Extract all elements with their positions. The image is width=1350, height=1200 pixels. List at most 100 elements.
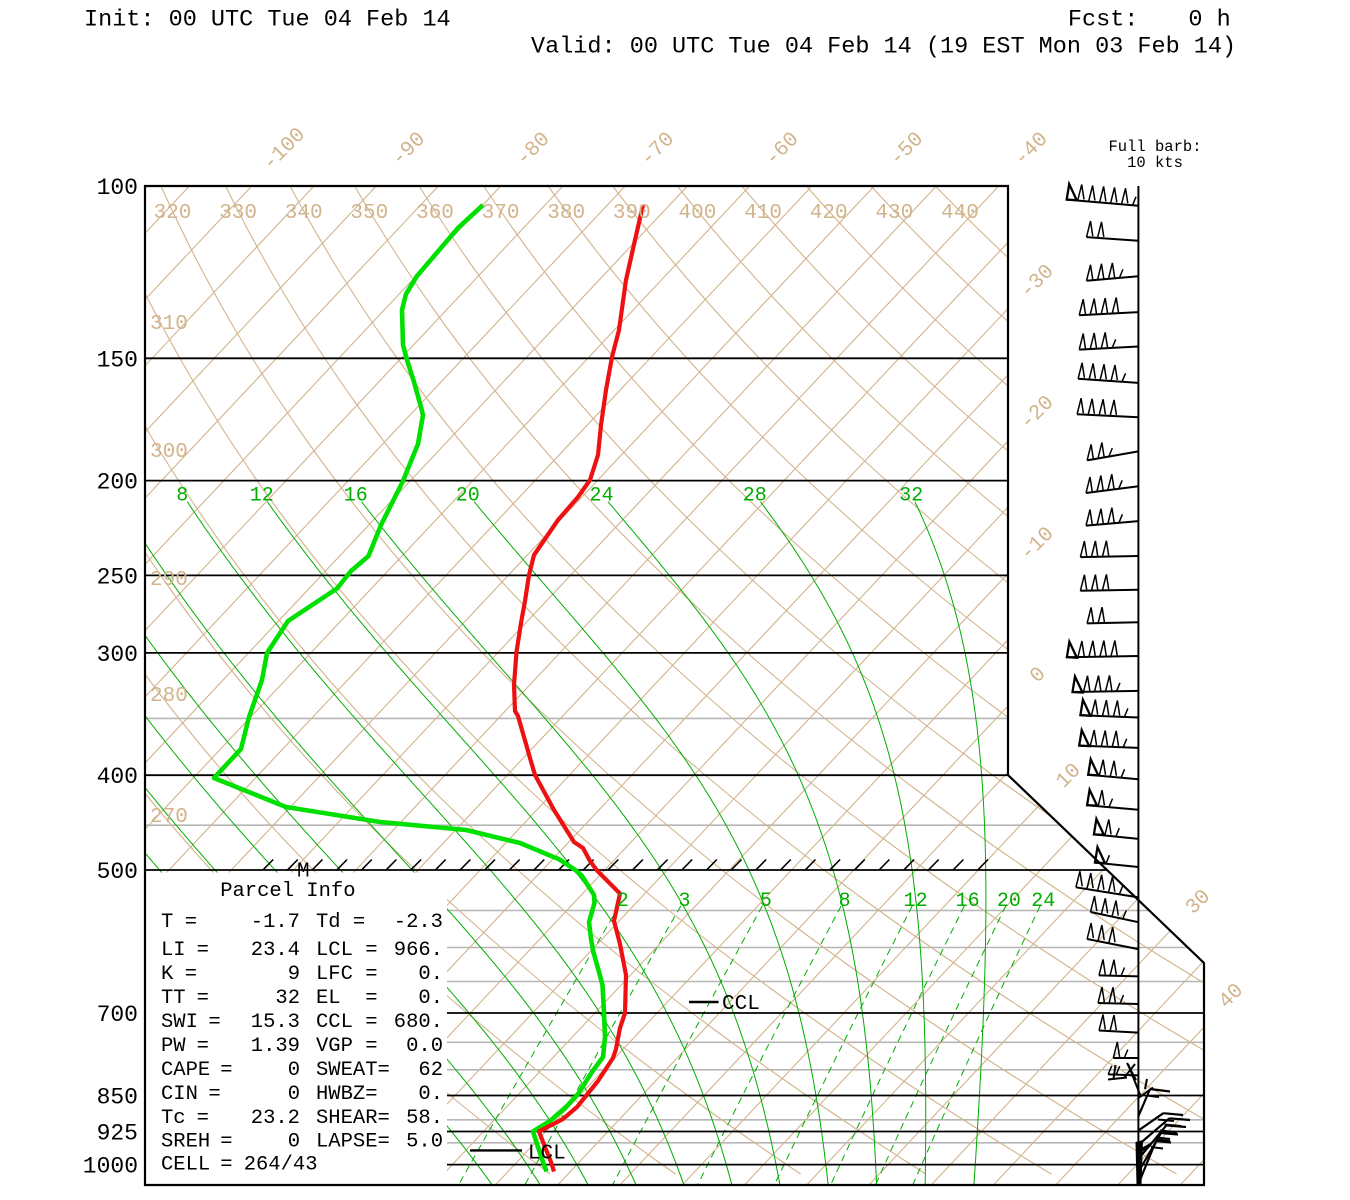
svg-text:CELL: CELL xyxy=(161,1154,210,1177)
svg-text:23.4: 23.4 xyxy=(251,939,300,962)
svg-text:0 h: 0 h xyxy=(1188,7,1230,34)
svg-text:925: 925 xyxy=(97,1121,138,1147)
svg-text:-1.7: -1.7 xyxy=(251,911,300,934)
svg-text:5: 5 xyxy=(760,890,772,913)
svg-text:LCL: LCL xyxy=(528,1143,566,1166)
svg-text:TT: TT xyxy=(161,987,186,1010)
svg-text:58.: 58. xyxy=(406,1107,443,1130)
svg-text:Full barb:: Full barb: xyxy=(1108,138,1201,156)
svg-text:9: 9 xyxy=(288,963,300,986)
svg-text:CIN: CIN xyxy=(161,1083,198,1106)
svg-text:LAPSE=: LAPSE= xyxy=(316,1130,390,1153)
svg-text:28: 28 xyxy=(743,485,767,508)
svg-text:LCL =: LCL = xyxy=(316,939,378,962)
svg-text:0.: 0. xyxy=(418,963,443,986)
svg-text:500: 500 xyxy=(97,859,138,885)
svg-text:8: 8 xyxy=(176,485,188,508)
svg-text:32: 32 xyxy=(275,987,300,1010)
svg-text:440: 440 xyxy=(941,202,979,225)
svg-text:=: = xyxy=(220,1059,232,1082)
svg-text:=: = xyxy=(185,911,197,934)
svg-text:HWBZ=: HWBZ= xyxy=(316,1083,378,1106)
svg-text:0.: 0. xyxy=(418,1083,443,1106)
svg-text:15.3: 15.3 xyxy=(251,1011,300,1034)
svg-text:SREH: SREH xyxy=(161,1130,210,1153)
svg-text:Init: 00 UTC Tue 04 Feb 14: Init: 00 UTC Tue 04 Feb 14 xyxy=(84,7,451,34)
svg-text:=: = xyxy=(208,1083,220,1106)
svg-text:20: 20 xyxy=(997,890,1021,913)
svg-text:SWI: SWI xyxy=(161,1011,198,1034)
svg-text:62: 62 xyxy=(418,1059,443,1082)
svg-text:264/43: 264/43 xyxy=(244,1154,318,1177)
svg-text:200: 200 xyxy=(97,470,138,496)
svg-text:24: 24 xyxy=(1031,890,1055,913)
svg-text:CCL =: CCL = xyxy=(316,1011,378,1034)
svg-text:=: = xyxy=(197,1035,209,1058)
svg-text:32: 32 xyxy=(899,485,923,508)
svg-text:3: 3 xyxy=(678,890,690,913)
svg-text:8: 8 xyxy=(839,890,851,913)
svg-text:Tc: Tc xyxy=(161,1107,186,1130)
svg-text:CAPE: CAPE xyxy=(161,1059,210,1082)
svg-text:LI: LI xyxy=(161,939,186,962)
svg-text:12: 12 xyxy=(250,485,274,508)
svg-text:320: 320 xyxy=(154,202,192,225)
svg-text:=: = xyxy=(220,1154,232,1177)
svg-text:=: = xyxy=(197,1107,209,1130)
svg-text:270: 270 xyxy=(150,806,188,829)
svg-text:280: 280 xyxy=(150,685,188,708)
svg-text:10 kts: 10 kts xyxy=(1127,154,1183,172)
svg-text:5.0: 5.0 xyxy=(406,1130,443,1153)
svg-text:100: 100 xyxy=(97,175,138,201)
svg-text:966.: 966. xyxy=(394,939,443,962)
svg-text:LFC =: LFC = xyxy=(316,963,378,986)
svg-text:1000: 1000 xyxy=(83,1154,138,1180)
svg-text:0: 0 xyxy=(288,1083,300,1106)
svg-text:24: 24 xyxy=(589,485,613,508)
svg-text:Td =: Td = xyxy=(316,911,365,934)
svg-text:310: 310 xyxy=(150,313,188,336)
svg-text:430: 430 xyxy=(875,202,913,225)
svg-text:410: 410 xyxy=(744,202,782,225)
svg-text:290: 290 xyxy=(150,569,188,592)
svg-text:23.2: 23.2 xyxy=(251,1107,300,1130)
svg-text:0.0: 0.0 xyxy=(406,1035,443,1058)
svg-text:0.: 0. xyxy=(418,987,443,1010)
svg-text:SHEAR=: SHEAR= xyxy=(316,1107,390,1130)
svg-text:K: K xyxy=(161,963,174,986)
svg-text:0: 0 xyxy=(288,1130,300,1153)
svg-text:350: 350 xyxy=(350,202,388,225)
svg-text:300: 300 xyxy=(150,441,188,464)
svg-text:Parcel Info: Parcel Info xyxy=(220,880,355,903)
svg-text:SWEAT=: SWEAT= xyxy=(316,1059,390,1082)
svg-text:16: 16 xyxy=(344,485,368,508)
svg-text:EL =: EL = xyxy=(316,987,378,1010)
svg-text:300: 300 xyxy=(97,642,138,668)
svg-text:390: 390 xyxy=(613,202,651,225)
svg-text:M: M xyxy=(297,861,310,884)
svg-text:Valid: 00 UTC Tue 04 Feb 14 (1: Valid: 00 UTC Tue 04 Feb 14 (19 EST Mon … xyxy=(531,34,1236,61)
svg-text:420: 420 xyxy=(810,202,848,225)
svg-text:400: 400 xyxy=(97,764,138,790)
svg-text:20: 20 xyxy=(456,485,480,508)
svg-text:250: 250 xyxy=(97,564,138,590)
svg-text:PW: PW xyxy=(161,1035,186,1058)
svg-text:Fcst:: Fcst: xyxy=(1068,7,1139,34)
svg-text:2: 2 xyxy=(617,890,629,913)
svg-text:380: 380 xyxy=(547,202,585,225)
svg-text:150: 150 xyxy=(97,347,138,373)
svg-text:VGP =: VGP = xyxy=(316,1035,378,1058)
svg-text:340: 340 xyxy=(285,202,323,225)
svg-text:360: 360 xyxy=(416,202,454,225)
svg-text:=: = xyxy=(208,1011,220,1034)
svg-text:=: = xyxy=(185,963,197,986)
svg-text:=: = xyxy=(197,939,209,962)
svg-text:16: 16 xyxy=(956,890,980,913)
svg-text:400: 400 xyxy=(678,202,716,225)
svg-text:=: = xyxy=(220,1130,232,1153)
svg-text:12: 12 xyxy=(904,890,928,913)
svg-text:700: 700 xyxy=(97,1002,138,1028)
svg-text:850: 850 xyxy=(97,1085,138,1111)
svg-text:T: T xyxy=(161,911,173,934)
svg-text:370: 370 xyxy=(482,202,520,225)
